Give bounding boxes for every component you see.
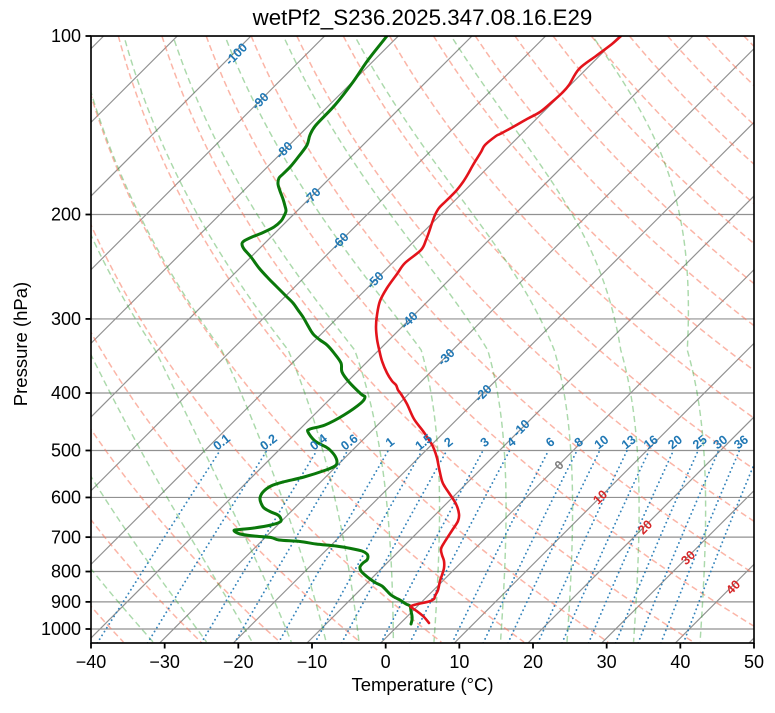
svg-text:10: 10: [449, 652, 469, 672]
svg-text:900: 900: [51, 592, 81, 612]
svg-text:100: 100: [51, 26, 81, 46]
svg-text:400: 400: [51, 383, 81, 403]
svg-text:0: 0: [381, 652, 391, 672]
svg-text:Pressure (hPa): Pressure (hPa): [10, 282, 31, 406]
svg-text:−20: −20: [223, 652, 254, 672]
svg-text:700: 700: [51, 527, 81, 547]
svg-text:1000: 1000: [41, 619, 81, 639]
svg-text:−40: −40: [76, 652, 107, 672]
svg-text:wetPf2_S236.2025.347.08.16.E29: wetPf2_S236.2025.347.08.16.E29: [252, 5, 593, 30]
svg-text:800: 800: [51, 562, 81, 582]
svg-text:16: 16: [641, 432, 661, 452]
svg-text:20: 20: [635, 517, 655, 537]
svg-text:13: 13: [619, 432, 639, 452]
svg-text:30: 30: [711, 432, 731, 452]
svg-text:40: 40: [670, 652, 690, 672]
svg-text:25: 25: [690, 432, 710, 452]
svg-text:30: 30: [678, 548, 698, 568]
svg-text:20: 20: [523, 652, 543, 672]
svg-text:Temperature (°C): Temperature (°C): [351, 674, 493, 695]
svg-text:600: 600: [51, 488, 81, 508]
svg-text:500: 500: [51, 441, 81, 461]
svg-text:200: 200: [51, 205, 81, 225]
svg-text:50: 50: [744, 652, 764, 672]
svg-text:10: 10: [590, 487, 610, 507]
svg-text:36: 36: [731, 432, 751, 452]
svg-text:30: 30: [597, 652, 617, 672]
svg-text:20: 20: [665, 432, 685, 452]
svg-text:10: 10: [592, 432, 612, 452]
svg-text:40: 40: [723, 577, 743, 597]
svg-text:−30: −30: [149, 652, 180, 672]
svg-text:−10: −10: [297, 652, 328, 672]
svg-text:300: 300: [51, 309, 81, 329]
